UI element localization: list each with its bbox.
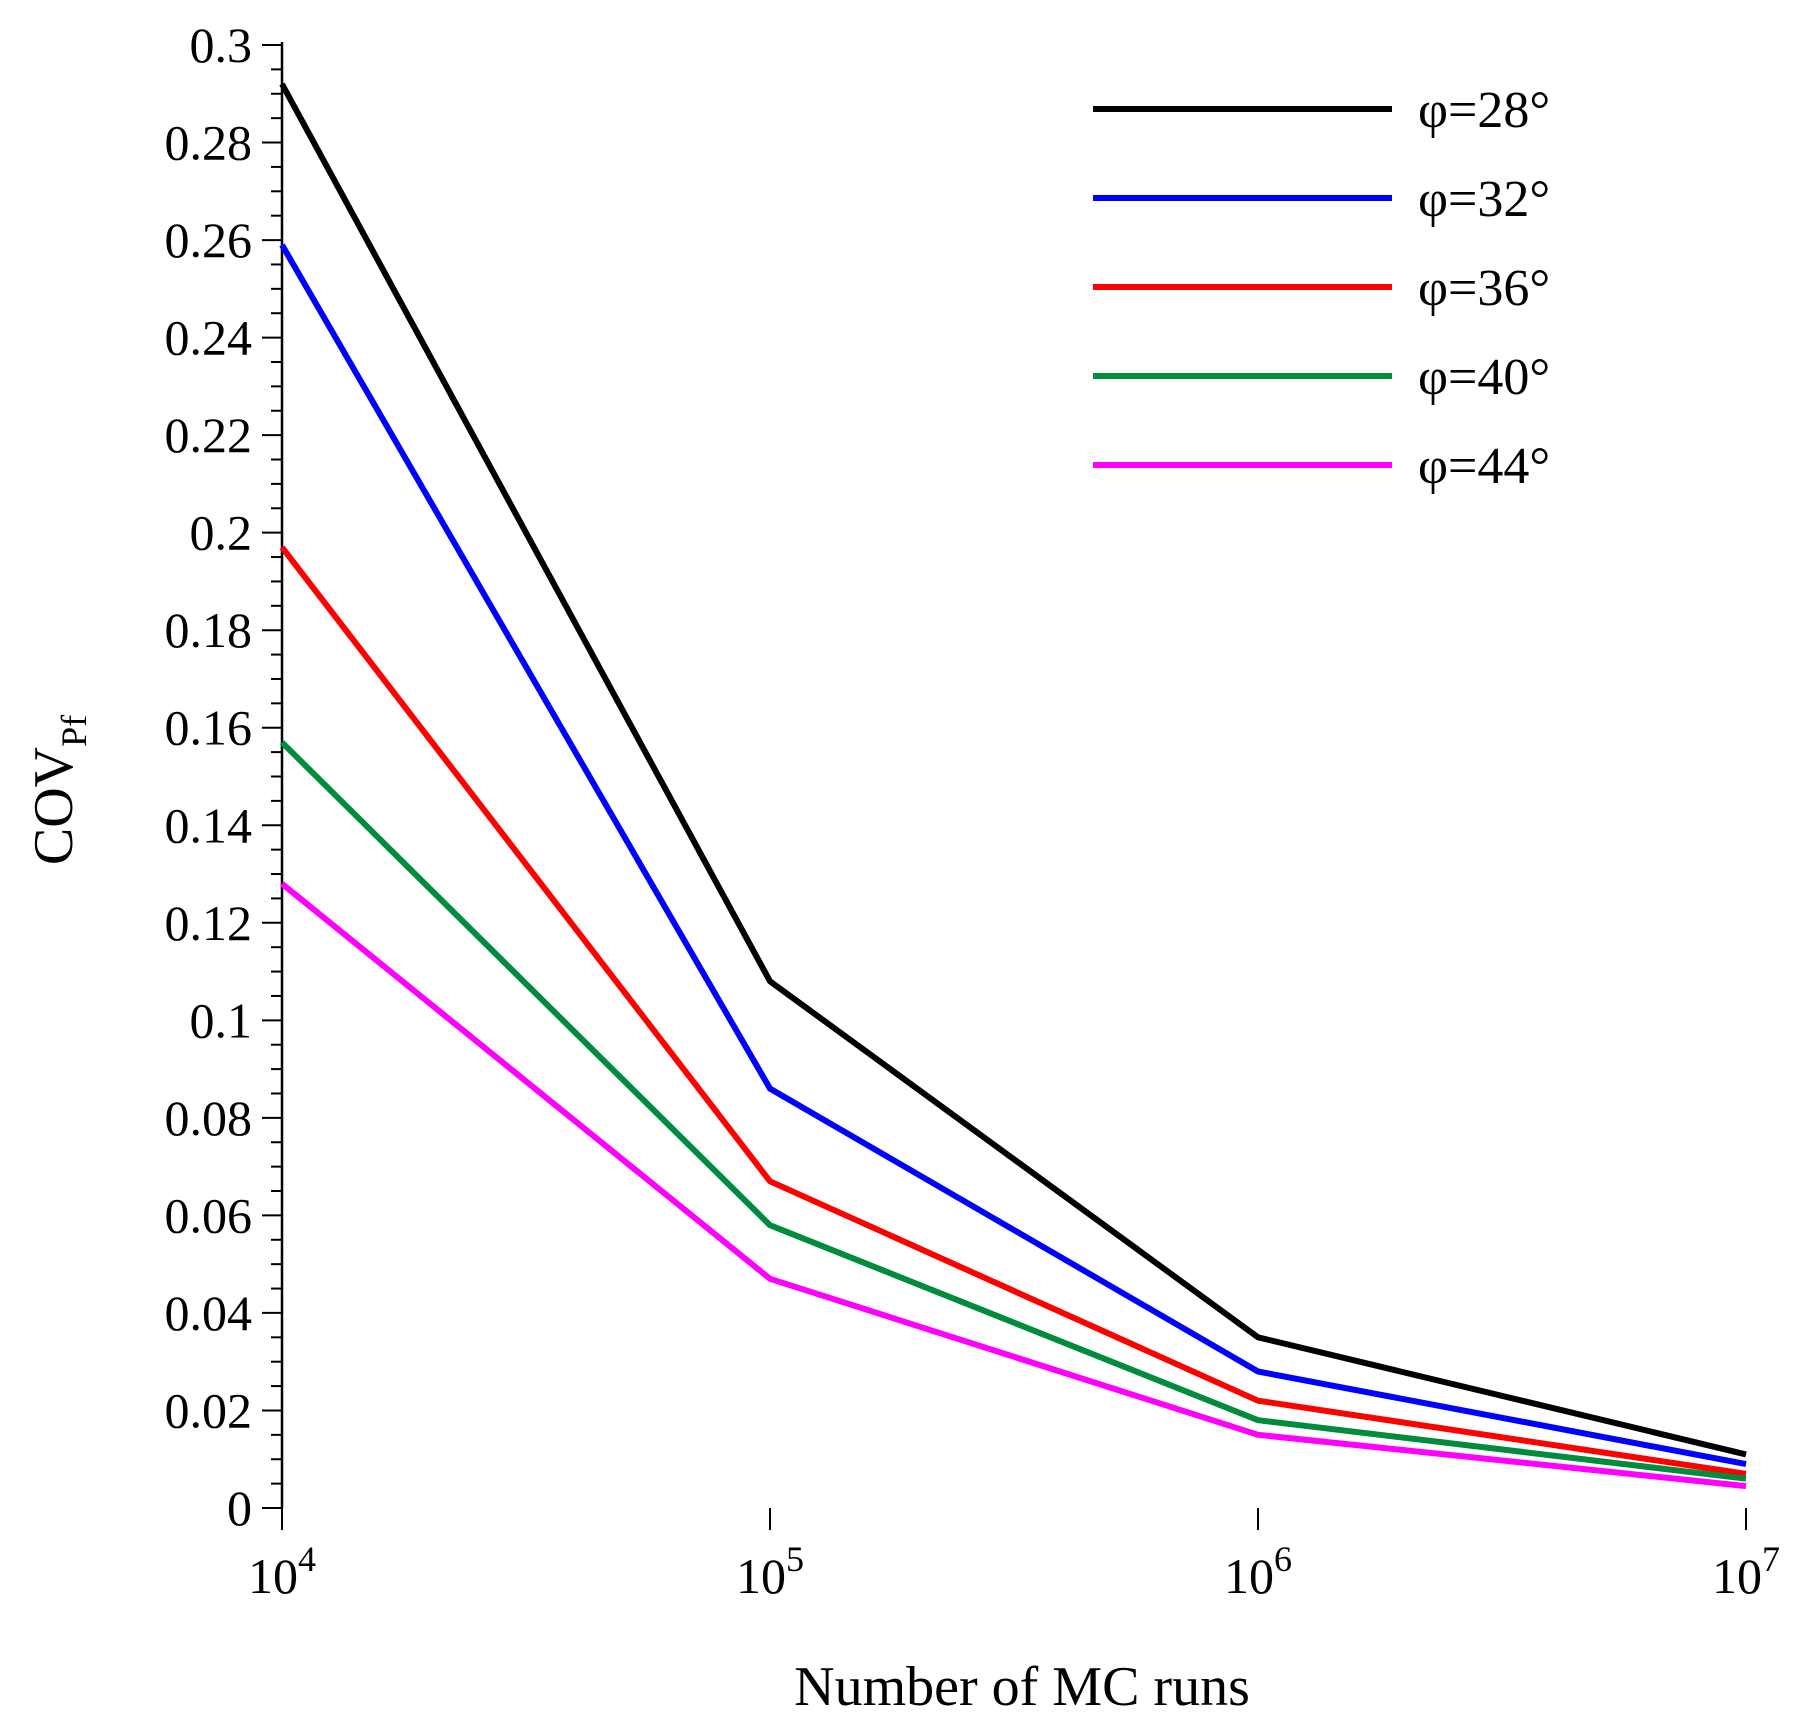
legend: φ=28° φ=32° φ=36° φ=40° φ=44°: [1093, 82, 1550, 495]
series-line-5: [280, 881, 1747, 1490]
y-tick-label: 0.22: [165, 407, 253, 463]
series-lines: [279, 82, 1747, 1490]
y-tick-label: 0.18: [165, 602, 253, 658]
series-line-2: [279, 243, 1747, 1468]
x-tick-label: 104: [248, 1539, 316, 1604]
y-tick-label: 0.16: [165, 700, 253, 756]
x-tick-label: 106: [1224, 1539, 1292, 1604]
legend-label: φ=28°: [1418, 82, 1550, 139]
legend-label: φ=36°: [1418, 260, 1550, 317]
y-tick-label: 0.26: [165, 212, 253, 268]
y-tick-label: 0.12: [165, 895, 253, 951]
x-tick-label: 105: [736, 1539, 804, 1604]
y-tick-label: 0.02: [165, 1382, 253, 1438]
y-tick-label: 0.24: [165, 310, 253, 366]
series-line-1: [279, 82, 1747, 1458]
legend-label: φ=44°: [1418, 438, 1550, 495]
y-tick-label: 0.04: [165, 1285, 253, 1341]
y-axis-title: COVPf: [23, 715, 94, 865]
axes: 0 0.02 0.04 0.06 0.08 0.1 0.12 0.14 0.16 0.18 0.2 0…: [23, 17, 1780, 1718]
y-tick-label: 0.2: [190, 505, 253, 561]
y-tick-label: 0: [227, 1480, 252, 1536]
y-tick-label: 0.06: [165, 1187, 253, 1243]
y-tick-label: 0.08: [165, 1090, 253, 1146]
x-tick-label: 107: [1712, 1539, 1780, 1604]
series-line-3: [279, 545, 1747, 1477]
y-tick-label: 0.14: [165, 797, 253, 853]
y-tick-label: 0.1: [190, 992, 253, 1048]
x-axis-title: Number of MC runs: [794, 1656, 1250, 1718]
legend-label: φ=40°: [1418, 349, 1550, 406]
y-tick-label: 0.28: [165, 115, 253, 171]
y-tick-label: 0.3: [190, 17, 253, 73]
series-line-4: [279, 740, 1747, 1482]
legend-label: φ=32°: [1418, 171, 1550, 228]
